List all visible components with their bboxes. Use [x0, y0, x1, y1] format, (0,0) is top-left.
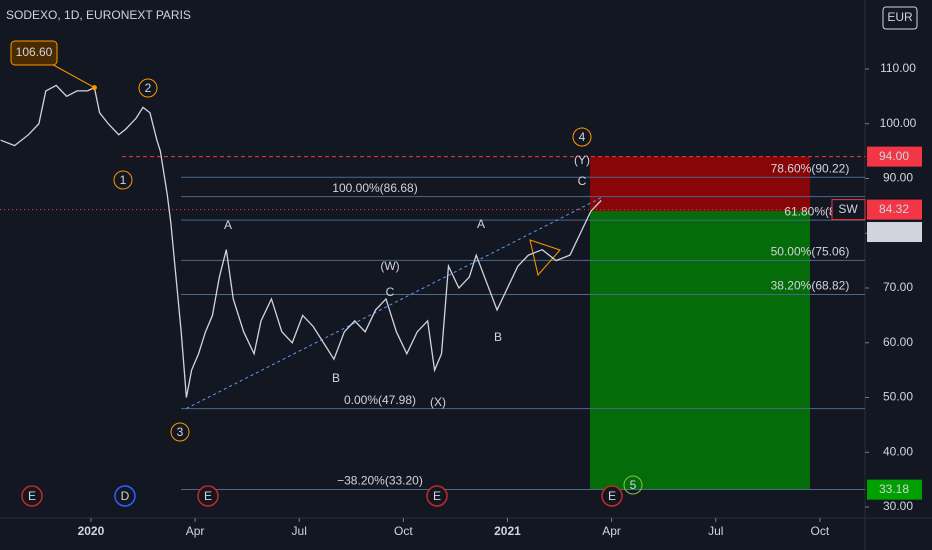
- event-marker: [114, 485, 136, 507]
- triangle-pattern: [529, 239, 561, 277]
- x-tick-label: 2020: [78, 524, 105, 538]
- y-tick-label: 30.00: [883, 499, 913, 513]
- event-label: E: [204, 489, 212, 503]
- wave-label: (W): [380, 259, 399, 273]
- event-marker: [197, 485, 219, 507]
- wave-label: 4: [579, 130, 586, 144]
- wave-label: 1: [120, 173, 127, 187]
- event-label: D: [121, 489, 130, 503]
- wave-label: C: [386, 285, 395, 299]
- wave-label: B: [332, 371, 340, 385]
- stop-tag: 94.00: [879, 149, 909, 163]
- target-tag-box: [867, 479, 922, 500]
- y-tick-label: 110.00: [880, 61, 916, 75]
- x-tick-label: 2021: [494, 524, 521, 538]
- fib-label: −38.20%(33.20): [337, 474, 423, 488]
- currency-box[interactable]: [882, 6, 918, 30]
- event-marker: [21, 485, 43, 507]
- event-marker: [601, 485, 623, 507]
- wave-circle: [113, 170, 133, 190]
- y-tick-label: 90.00: [883, 171, 913, 185]
- target-tag: 33.18: [879, 482, 909, 496]
- y-tick-label: 40.00: [883, 444, 913, 458]
- x-tick-label: Oct: [811, 524, 830, 538]
- wave-circle: [138, 78, 158, 98]
- symbol-label: SW: [838, 202, 858, 216]
- x-tick-label: Oct: [394, 524, 413, 538]
- fib-label: 0.00%(47.98): [344, 393, 416, 407]
- x-tick-label: Jul: [708, 524, 723, 538]
- symbol-box: [831, 199, 866, 221]
- wave-label: (X): [430, 395, 446, 409]
- stop-tag-box: [867, 146, 922, 167]
- wave-label: (Y): [574, 153, 590, 167]
- fib-label: 61.80%(8: [784, 204, 836, 218]
- last-price-tag-box: [867, 199, 922, 220]
- fib-label: 78.60%(90.22): [771, 161, 850, 175]
- wave-label: 2: [145, 81, 152, 95]
- callout-label: 106.60: [16, 45, 53, 59]
- event-label: E: [608, 489, 616, 503]
- entry-tag-box: [867, 222, 922, 243]
- y-tick-label: 60.00: [883, 335, 913, 349]
- stop-zone: [590, 156, 810, 212]
- x-tick-label: Apr: [602, 524, 621, 538]
- wave-label: 5: [630, 478, 637, 492]
- wave-circle: [170, 422, 190, 442]
- chart-title: SODEXO, 1D, EURONEXT PARIS: [6, 8, 191, 22]
- callout-box: [10, 40, 58, 66]
- fib-label: 100.00%(86.68): [332, 181, 417, 195]
- last-price-tag: 84.32: [879, 202, 909, 216]
- x-tick-label: Jul: [292, 524, 307, 538]
- entry-tag: 84.06: [879, 224, 909, 238]
- wave-circle: [623, 475, 643, 495]
- y-tick-label: 50.00: [883, 390, 913, 404]
- wave-label: A: [224, 218, 232, 232]
- callout-point: [91, 85, 97, 91]
- callout-line: [47, 61, 95, 89]
- fib-label: 50.00%(75.06): [771, 244, 850, 258]
- wave-label: B: [494, 330, 502, 344]
- target-zone: [590, 211, 810, 490]
- x-tick-label: Apr: [186, 524, 205, 538]
- event-label: E: [433, 489, 441, 503]
- price-line: [0, 84, 602, 398]
- wave-circle: [572, 127, 592, 147]
- wave-label: C: [578, 174, 587, 188]
- event-label: E: [28, 489, 36, 503]
- currency[interactable]: EUR: [887, 10, 913, 24]
- fib-label: 38.20%(68.82): [771, 279, 850, 293]
- event-marker: [426, 485, 448, 507]
- y-tick-label: 100.00: [880, 116, 917, 130]
- wave-label: 3: [177, 425, 184, 439]
- y-tick-label: 70.00: [883, 280, 913, 294]
- wave-label: A: [477, 217, 485, 231]
